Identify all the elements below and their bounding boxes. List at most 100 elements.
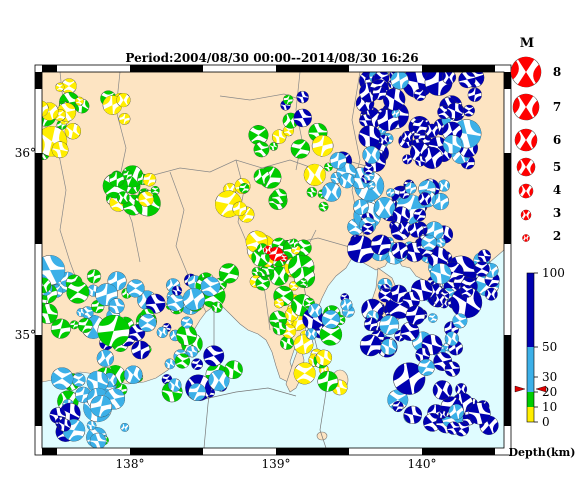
focal-mechanism-160 bbox=[283, 125, 295, 137]
focal-mechanism-129 bbox=[174, 353, 191, 369]
depth-tick-30: 30 bbox=[542, 370, 557, 384]
focal-mechanism-456 bbox=[340, 293, 350, 302]
focal-mechanism-408 bbox=[363, 317, 378, 332]
focal-mechanism-292 bbox=[378, 134, 390, 145]
magnitude-legend-ball-5 bbox=[516, 157, 536, 177]
focal-mechanism-59 bbox=[76, 308, 86, 317]
focal-mechanism-381 bbox=[428, 313, 438, 323]
focal-mechanism-219 bbox=[315, 349, 333, 366]
focal-mechanism-18 bbox=[118, 113, 131, 125]
focal-mechanism-472 bbox=[329, 152, 347, 170]
focal-mechanism-400 bbox=[379, 315, 400, 335]
focal-mechanism-420 bbox=[405, 305, 426, 326]
focal-mechanism-207 bbox=[293, 334, 314, 355]
mainshock-ball-small-2 bbox=[280, 254, 288, 262]
focal-mechanism-281 bbox=[412, 118, 428, 135]
focal-mechanism-342 bbox=[413, 208, 426, 222]
focal-mechanism-138 bbox=[188, 383, 207, 401]
focal-mechanism-286 bbox=[359, 114, 372, 127]
focal-mechanism-464 bbox=[305, 328, 318, 340]
focal-mechanism-218 bbox=[317, 370, 339, 392]
focal-mechanism-110 bbox=[211, 301, 223, 313]
magnitude-legend-ball-8 bbox=[510, 56, 542, 88]
depth-legend-title: Depth(km) bbox=[509, 446, 576, 459]
focal-mechanism-152 bbox=[269, 142, 278, 151]
focal-mechanism-154 bbox=[324, 162, 333, 172]
focal-mechanism-257 bbox=[402, 154, 413, 165]
focal-mechanism-86 bbox=[145, 293, 166, 314]
focal-mechanism-147 bbox=[318, 201, 329, 212]
focal-mechanism-283 bbox=[442, 134, 463, 155]
focal-mechanism-441 bbox=[432, 380, 453, 400]
focal-mechanism-442 bbox=[392, 400, 404, 413]
focal-mechanism-412 bbox=[415, 347, 431, 363]
focal-mechanism-157 bbox=[306, 186, 318, 198]
magnitude-legend-ball-3 bbox=[520, 209, 532, 221]
focal-mechanism-192 bbox=[299, 278, 308, 287]
focal-mechanism-293 bbox=[362, 146, 381, 164]
focal-mechanism-309 bbox=[431, 192, 449, 211]
focal-mechanism-149 bbox=[271, 129, 287, 144]
focal-mechanism-395 bbox=[450, 286, 483, 319]
focal-mechanism-295 bbox=[372, 85, 387, 101]
depth-bar-outline bbox=[526, 272, 535, 423]
depth-tick-50: 50 bbox=[542, 340, 557, 354]
magnitude-label-5: 5 bbox=[553, 160, 561, 174]
focal-mechanism-193 bbox=[289, 238, 299, 248]
depth-bar-ticks bbox=[534, 272, 538, 423]
focal-mechanism-122 bbox=[71, 372, 86, 387]
depth-tick-0: 0 bbox=[542, 415, 550, 429]
focal-mechanism-209 bbox=[272, 321, 287, 336]
focal-mechanism-15 bbox=[42, 100, 49, 118]
focal-mechanism-9 bbox=[55, 82, 65, 92]
focal-mechanism-404 bbox=[359, 334, 382, 357]
focal-mechanism-155 bbox=[253, 141, 270, 158]
focal-mechanism-250 bbox=[467, 87, 482, 102]
focal-mechanism-94 bbox=[156, 326, 168, 338]
focal-mechanism-266 bbox=[458, 72, 476, 89]
focal-mechanism-291 bbox=[391, 109, 400, 118]
focal-mechanism-109 bbox=[182, 288, 206, 311]
focal-mechanism-466 bbox=[321, 182, 342, 202]
focal-mechanism-444 bbox=[417, 358, 435, 376]
focal-mechanism-10 bbox=[74, 98, 90, 114]
focal-mechanism-473 bbox=[339, 173, 355, 189]
focal-mechanism-123 bbox=[50, 367, 74, 390]
focal-mechanism-142 bbox=[224, 360, 243, 379]
focal-mechanism-345 bbox=[370, 234, 392, 255]
map-frame bbox=[34, 64, 512, 456]
focal-mechanism-418 bbox=[433, 293, 446, 306]
focal-mechanism-93 bbox=[180, 316, 193, 329]
focal-mechanism-350 bbox=[391, 242, 409, 259]
focal-mechanism-161 bbox=[296, 90, 309, 104]
focal-mechanism-100 bbox=[138, 313, 157, 332]
focal-mechanism-210 bbox=[273, 298, 285, 309]
focal-mechanism-341 bbox=[436, 237, 446, 248]
focal-mechanism-49 bbox=[77, 318, 93, 333]
focal-mechanism-37 bbox=[109, 171, 125, 187]
focal-mechanism-378 bbox=[421, 234, 437, 251]
focal-mechanism-141 bbox=[203, 345, 225, 367]
focal-mechanism-294 bbox=[383, 88, 406, 111]
focal-mechanism-478 bbox=[86, 420, 97, 431]
focal-mechanism-38 bbox=[122, 170, 133, 180]
depth-bar-20-50 bbox=[527, 347, 534, 392]
focal-mechanism-31 bbox=[138, 191, 154, 207]
magnitude-legend-ball-7 bbox=[512, 93, 540, 121]
focal-mechanism-409 bbox=[444, 331, 459, 346]
focal-mechanism-405 bbox=[380, 338, 398, 356]
focal-mechanism-414 bbox=[400, 321, 420, 341]
mainshock-group bbox=[263, 245, 288, 262]
magnitude-label-6: 6 bbox=[553, 133, 561, 147]
depth-tick-10: 10 bbox=[542, 400, 557, 414]
focal-mechanism-327 bbox=[404, 182, 417, 195]
focal-mechanism-459 bbox=[307, 303, 322, 318]
magnitude-label-7: 7 bbox=[553, 100, 561, 114]
focal-mechanism-340 bbox=[392, 206, 411, 224]
focal-mechanism-321 bbox=[386, 188, 396, 198]
focal-mechanism-135 bbox=[168, 378, 182, 392]
mainshock-ball-small bbox=[263, 245, 273, 255]
focal-mechanism-119 bbox=[86, 370, 109, 393]
focal-mechanism-57 bbox=[69, 320, 79, 330]
